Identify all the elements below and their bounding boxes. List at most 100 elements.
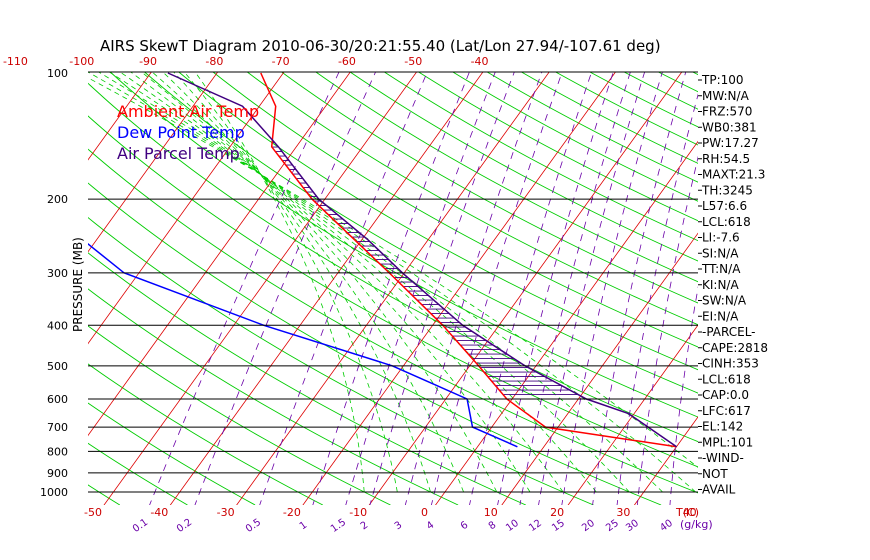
bottom-tick-label: -20 [283, 506, 301, 519]
panel-index: CAP:0.0 [702, 388, 749, 402]
bottom-tick-label: 0 [421, 506, 428, 519]
panel-index: -WIND- [702, 451, 744, 465]
dry-adiabat [88, 148, 698, 494]
isotherm-line [762, 0, 870, 512]
panel-index: FRZ:570 [702, 105, 752, 119]
mixing-ratio-line [592, 72, 687, 505]
panel-index: TT:N/A [701, 262, 741, 276]
mixing-ratio-tick-label: 12 [527, 518, 544, 534]
isotherm-line [302, 72, 616, 505]
bottom-tick-label: -40 [150, 506, 168, 519]
dry-adiabat [178, 72, 698, 371]
isotherm-line [435, 140, 698, 505]
isotherm-line [88, 72, 351, 437]
cape-hatching [271, 142, 587, 400]
dry-adiabat [88, 288, 459, 505]
ambient-air-temp-line [260, 72, 677, 448]
top-tick-label: -60 [338, 55, 356, 68]
mixing-ratio-tick-label: 0.1 [131, 517, 150, 535]
dry-adiabat [88, 82, 698, 443]
isotherm-line [501, 232, 698, 505]
background-grid [0, 0, 870, 512]
panel-index: KI:N/A [702, 278, 739, 292]
dry-adiabat [88, 484, 121, 505]
moist-adiabat [162, 72, 464, 493]
mixing-ratio-line [469, 72, 593, 505]
legend-entry: Ambient Air Temp [117, 102, 259, 121]
dry-adiabat [88, 402, 256, 505]
panel-index: RH:54.5 [702, 152, 750, 166]
mixing-ratio-tick-label: 20 [580, 518, 597, 534]
isotherm-line [103, 72, 418, 505]
panel-index: TH:3245 [701, 183, 753, 197]
mixing-ratio-unit: (g/kg) [680, 518, 713, 531]
panel-index: MAXT:21.3 [702, 168, 765, 182]
isotherm-line [236, 72, 550, 505]
y-tick-label: 200 [47, 193, 68, 206]
dry-adiabat [315, 72, 698, 283]
panel-index: LCL:618 [702, 215, 751, 229]
y-tick-label: 700 [47, 421, 68, 434]
dry-adiabat [88, 252, 526, 505]
isotherm-line [828, 0, 870, 512]
mixing-ratio-tick-label: 10 [504, 518, 521, 534]
panel-index: L57:6.6 [702, 199, 747, 213]
isobar-lines [88, 198, 698, 493]
dry-adiabat [143, 72, 698, 394]
mixing-ratio-tick-label: 15 [550, 518, 567, 534]
dry-adiabat [88, 182, 662, 505]
isotherm-line [567, 324, 698, 505]
moist-adiabat [130, 72, 564, 493]
y-axis-label: PRESSURE (MB) [71, 237, 85, 332]
isotherm-line [88, 72, 219, 253]
mixing-ratio-tick-label: 1.5 [329, 517, 348, 535]
dry-adiabat [88, 363, 324, 505]
moist-adiabat [184, 72, 398, 493]
chart-title: AIRS SkewT Diagram 2010-06-30/20:21:55.4… [100, 37, 661, 55]
y-tick-label: 500 [47, 360, 68, 373]
bottom-tick-label: 40 [683, 506, 697, 519]
moist-adiabat [88, 77, 698, 468]
dry-adiabat [554, 72, 698, 146]
panel-index: EI:N/A [702, 309, 739, 323]
moist-adiabat [141, 72, 531, 493]
dry-adiabat [212, 72, 698, 348]
top-tick-label: -40 [471, 55, 489, 68]
isotherm-line [633, 416, 698, 505]
isotherm-line [88, 72, 285, 345]
panel-index: NOT [702, 467, 728, 481]
mixing-ratio-line [404, 72, 543, 505]
mixing-ratio-line [561, 72, 663, 505]
dry-adiabat [520, 72, 698, 164]
dry-adiabat [452, 72, 698, 202]
dry-adiabat [0, 67, 52, 505]
bottom-tick-label: 20 [550, 506, 564, 519]
isotherm-line [169, 72, 484, 505]
panel-index: -PARCEL- [702, 325, 756, 339]
dry-adiabat [88, 115, 698, 468]
mixing-ratio-line [149, 72, 340, 505]
mixing-ratio-tick-label: 40 [658, 518, 675, 534]
top-tick-label: -110 [3, 55, 28, 68]
dry-adiabat [417, 72, 698, 222]
bottom-tick-label: 10 [484, 506, 498, 519]
mixing-ratio-line [538, 72, 646, 505]
bottom-tick-label: -30 [217, 506, 235, 519]
dry-adiabat [349, 72, 698, 262]
dry-adiabat [819, 67, 870, 505]
moist-adiabat [119, 72, 597, 493]
top-tick-label: -100 [69, 55, 94, 68]
panel-index: MW:N/A [702, 89, 750, 103]
y-tick-label: 800 [47, 445, 68, 458]
moist-adiabat [173, 72, 431, 493]
panel-index: LFC:617 [702, 404, 751, 418]
panel-index: LCL:618 [702, 372, 751, 386]
panel-index: MPL:101 [702, 435, 753, 449]
mixing-ratio-tick-label: 0.2 [175, 517, 194, 535]
panel-index: WB0:381 [702, 120, 757, 134]
dew-point-temp-line [88, 242, 518, 448]
panel-index: TP:100 [701, 73, 744, 87]
moist-adiabat [194, 72, 365, 493]
dry-adiabat [280, 72, 698, 304]
